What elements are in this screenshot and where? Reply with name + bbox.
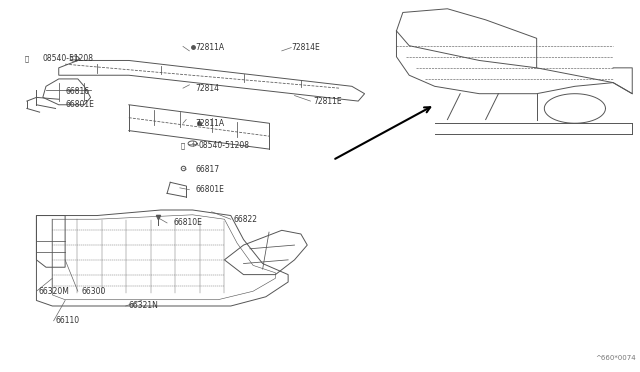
Text: 66801E: 66801E xyxy=(65,100,94,109)
Text: 66822: 66822 xyxy=(234,215,258,224)
Text: 66110: 66110 xyxy=(56,316,79,325)
Text: 66810E: 66810E xyxy=(173,218,202,227)
Text: 08540-51208: 08540-51208 xyxy=(199,141,250,150)
Text: 66817: 66817 xyxy=(196,165,220,174)
Text: 72811A: 72811A xyxy=(196,43,225,52)
Text: 08540-51208: 08540-51208 xyxy=(43,54,94,63)
Text: 72811A: 72811A xyxy=(196,119,225,128)
Text: 72814E: 72814E xyxy=(291,43,320,52)
Text: 72814: 72814 xyxy=(196,84,220,93)
Text: 66816: 66816 xyxy=(65,87,89,96)
Text: ^660*0074: ^660*0074 xyxy=(595,355,636,361)
Text: 72811E: 72811E xyxy=(314,97,342,106)
Text: Ⓢ: Ⓢ xyxy=(181,142,185,149)
Text: 66801E: 66801E xyxy=(196,185,225,194)
Text: 66321N: 66321N xyxy=(129,301,159,311)
Text: 66320M: 66320M xyxy=(38,287,69,296)
Text: 66300: 66300 xyxy=(81,287,106,296)
Text: Ⓢ: Ⓢ xyxy=(25,55,29,62)
